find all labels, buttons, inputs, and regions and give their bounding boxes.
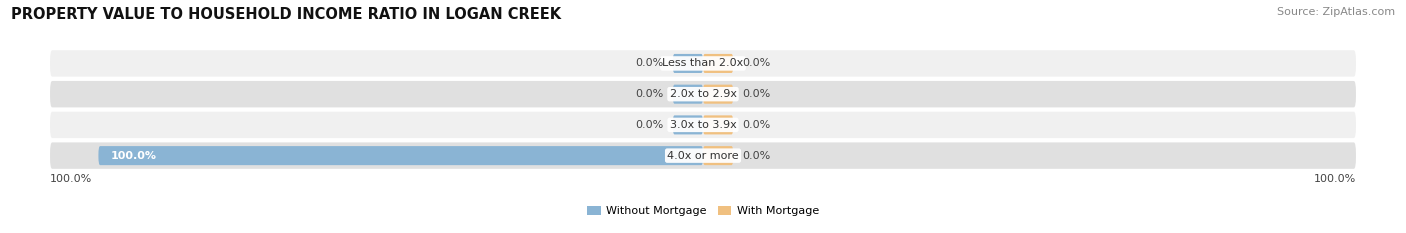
Text: 0.0%: 0.0% bbox=[742, 120, 770, 130]
Text: 0.0%: 0.0% bbox=[742, 151, 770, 161]
FancyBboxPatch shape bbox=[672, 54, 703, 73]
FancyBboxPatch shape bbox=[51, 50, 1355, 77]
FancyBboxPatch shape bbox=[51, 112, 1355, 138]
Text: 100.0%: 100.0% bbox=[111, 151, 156, 161]
FancyBboxPatch shape bbox=[703, 146, 734, 165]
Text: 0.0%: 0.0% bbox=[636, 120, 664, 130]
FancyBboxPatch shape bbox=[703, 54, 734, 73]
FancyBboxPatch shape bbox=[51, 81, 1355, 107]
Text: 3.0x to 3.9x: 3.0x to 3.9x bbox=[669, 120, 737, 130]
Text: PROPERTY VALUE TO HOUSEHOLD INCOME RATIO IN LOGAN CREEK: PROPERTY VALUE TO HOUSEHOLD INCOME RATIO… bbox=[11, 7, 561, 22]
Text: 2.0x to 2.9x: 2.0x to 2.9x bbox=[669, 89, 737, 99]
FancyBboxPatch shape bbox=[672, 85, 703, 104]
Text: Source: ZipAtlas.com: Source: ZipAtlas.com bbox=[1277, 7, 1395, 17]
Text: Less than 2.0x: Less than 2.0x bbox=[662, 58, 744, 69]
FancyBboxPatch shape bbox=[672, 115, 703, 134]
Text: 100.0%: 100.0% bbox=[1313, 174, 1355, 184]
Text: 4.0x or more: 4.0x or more bbox=[668, 151, 738, 161]
FancyBboxPatch shape bbox=[98, 146, 703, 165]
Legend: Without Mortgage, With Mortgage: Without Mortgage, With Mortgage bbox=[582, 202, 824, 221]
Text: 0.0%: 0.0% bbox=[742, 89, 770, 99]
Text: 0.0%: 0.0% bbox=[742, 58, 770, 69]
Text: 0.0%: 0.0% bbox=[636, 89, 664, 99]
Text: 100.0%: 100.0% bbox=[51, 174, 93, 184]
FancyBboxPatch shape bbox=[703, 85, 734, 104]
FancyBboxPatch shape bbox=[51, 142, 1355, 169]
FancyBboxPatch shape bbox=[703, 115, 734, 134]
Text: 0.0%: 0.0% bbox=[636, 58, 664, 69]
